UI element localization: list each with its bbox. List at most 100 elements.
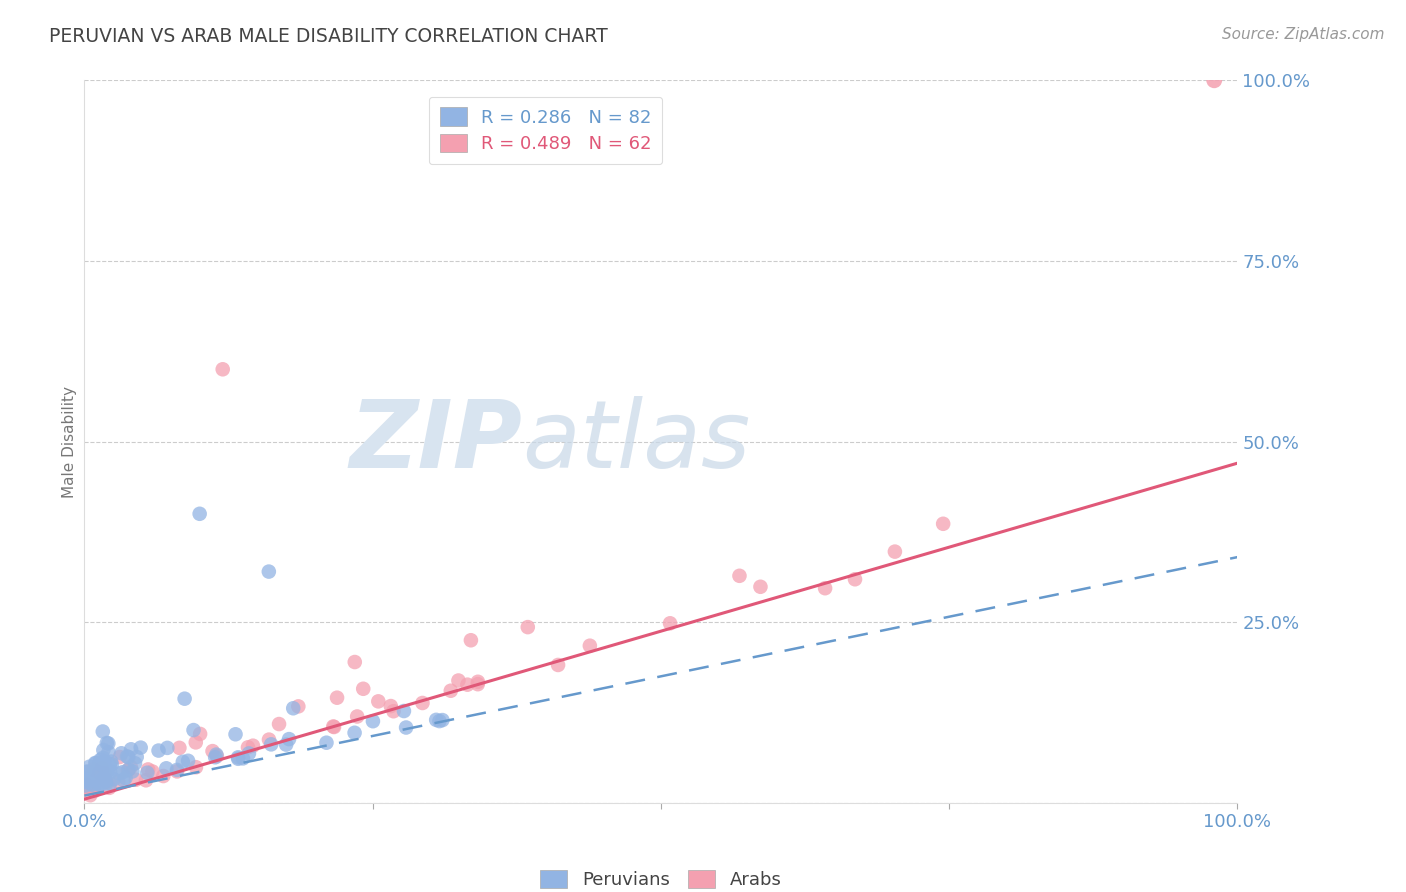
Point bbox=[380, 699, 402, 714]
Point bbox=[75, 779, 97, 793]
Point bbox=[382, 704, 405, 718]
Point bbox=[84, 756, 107, 770]
Point bbox=[183, 723, 205, 737]
Point bbox=[814, 581, 837, 595]
Point bbox=[111, 765, 134, 780]
Point bbox=[98, 764, 121, 779]
Point bbox=[83, 763, 105, 777]
Point bbox=[211, 362, 233, 376]
Point bbox=[120, 760, 142, 774]
Point bbox=[101, 757, 124, 772]
Legend: Peruvians, Arabs: Peruvians, Arabs bbox=[533, 863, 789, 892]
Point bbox=[115, 749, 138, 764]
Point bbox=[141, 764, 163, 779]
Point bbox=[257, 565, 280, 579]
Point bbox=[343, 655, 366, 669]
Point bbox=[287, 699, 309, 714]
Point bbox=[93, 743, 115, 757]
Point bbox=[432, 713, 454, 727]
Point bbox=[456, 678, 478, 692]
Point bbox=[148, 743, 170, 757]
Point bbox=[120, 742, 142, 756]
Point bbox=[425, 713, 447, 727]
Point bbox=[276, 738, 298, 752]
Point bbox=[89, 776, 111, 790]
Point bbox=[97, 764, 120, 778]
Point bbox=[90, 773, 112, 788]
Point bbox=[283, 701, 305, 715]
Point bbox=[136, 763, 159, 777]
Point bbox=[82, 777, 104, 791]
Point bbox=[112, 773, 135, 788]
Point bbox=[447, 673, 470, 688]
Point bbox=[114, 771, 136, 785]
Point bbox=[80, 777, 103, 791]
Point bbox=[932, 516, 955, 531]
Point bbox=[84, 756, 107, 771]
Point bbox=[440, 683, 463, 698]
Point bbox=[278, 732, 301, 747]
Point bbox=[411, 696, 433, 710]
Point bbox=[98, 758, 121, 772]
Point bbox=[173, 691, 195, 706]
Point bbox=[315, 736, 337, 750]
Point bbox=[166, 763, 188, 777]
Point bbox=[97, 736, 120, 750]
Point bbox=[75, 777, 97, 791]
Point bbox=[659, 616, 682, 631]
Point bbox=[96, 736, 118, 750]
Point bbox=[267, 717, 290, 731]
Point bbox=[257, 732, 280, 747]
Point bbox=[166, 764, 188, 779]
Point bbox=[323, 720, 346, 734]
Point bbox=[79, 760, 101, 774]
Point bbox=[117, 750, 139, 764]
Point bbox=[82, 766, 104, 780]
Point bbox=[226, 750, 249, 764]
Point bbox=[108, 766, 131, 780]
Point bbox=[118, 762, 141, 776]
Point bbox=[94, 766, 117, 780]
Point bbox=[184, 760, 207, 774]
Point bbox=[89, 756, 111, 771]
Point bbox=[188, 507, 211, 521]
Point bbox=[107, 774, 129, 789]
Point bbox=[152, 769, 174, 783]
Point bbox=[125, 750, 148, 764]
Point bbox=[89, 778, 111, 792]
Point bbox=[75, 774, 97, 789]
Point bbox=[125, 772, 148, 787]
Point bbox=[547, 657, 569, 672]
Point bbox=[343, 725, 366, 739]
Point bbox=[226, 752, 249, 766]
Point bbox=[76, 772, 98, 786]
Point bbox=[883, 544, 905, 558]
Point bbox=[516, 620, 538, 634]
Point bbox=[238, 747, 260, 761]
Point bbox=[225, 727, 247, 741]
Point bbox=[93, 774, 115, 789]
Point bbox=[91, 724, 114, 739]
Point bbox=[205, 747, 228, 762]
Point bbox=[76, 772, 98, 787]
Point bbox=[201, 744, 224, 758]
Y-axis label: Male Disability: Male Disability bbox=[62, 385, 77, 498]
Point bbox=[84, 767, 107, 781]
Text: atlas: atlas bbox=[523, 396, 751, 487]
Point bbox=[82, 775, 104, 789]
Text: PERUVIAN VS ARAB MALE DISABILITY CORRELATION CHART: PERUVIAN VS ARAB MALE DISABILITY CORRELA… bbox=[49, 27, 607, 45]
Point bbox=[124, 756, 146, 771]
Point bbox=[135, 773, 157, 788]
Point bbox=[129, 740, 152, 755]
Point bbox=[83, 784, 105, 798]
Point bbox=[429, 714, 451, 728]
Point bbox=[232, 751, 254, 765]
Point bbox=[97, 745, 120, 759]
Point bbox=[76, 780, 98, 795]
Point bbox=[177, 754, 200, 768]
Point bbox=[76, 764, 98, 779]
Point bbox=[155, 761, 177, 775]
Point bbox=[136, 765, 159, 780]
Point bbox=[91, 751, 114, 765]
Point bbox=[172, 755, 194, 769]
